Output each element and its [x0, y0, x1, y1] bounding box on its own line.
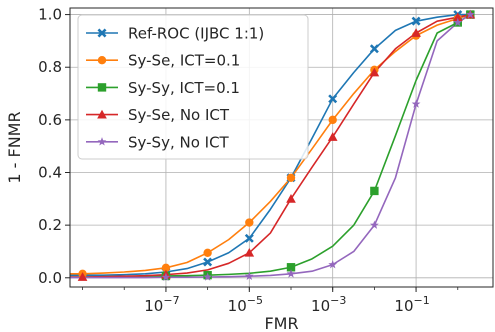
data-point: [286, 193, 296, 203]
data-point: [286, 269, 296, 278]
y-tick-label: 0.8: [38, 58, 62, 76]
legend-entry: Ref-ROC (IJBC 1:1): [86, 25, 264, 43]
y-tick-label: 0.4: [38, 164, 62, 182]
x-axis-title: FMR: [264, 314, 298, 332]
legend-label: Sy-Se, No ICT: [128, 106, 230, 124]
y-tick-label: 1.0: [38, 6, 62, 24]
legend-entry: Sy-Se, No ICT: [86, 106, 230, 124]
data-point: [369, 67, 380, 77]
data-point: [465, 9, 475, 19]
data-point: [77, 272, 88, 281]
data-point: [244, 247, 255, 257]
x-tick-label: 10−1: [394, 294, 429, 315]
y-axis-title: 1 - FNMR: [5, 111, 24, 183]
data-point: [327, 132, 338, 141]
data-point: [411, 16, 421, 26]
series-line: [70, 13, 471, 276]
data-point: [286, 263, 296, 272]
data-point: [203, 248, 212, 257]
series-line: [70, 13, 471, 275]
legend-label: Sy-Sy, No ICT: [128, 133, 230, 151]
legend-box: [77, 14, 309, 160]
data-point: [328, 94, 338, 104]
y-tick-label: 0.2: [38, 216, 62, 234]
series-line: [70, 13, 471, 278]
legend-label: Ref-ROC (IJBC 1:1): [128, 25, 264, 43]
data-point: [245, 218, 254, 227]
data-point: [411, 99, 421, 108]
legend-swatch-marker: [97, 83, 107, 92]
legend-entry: Sy-Sy, No ICT: [86, 133, 230, 151]
data-point: [244, 271, 254, 280]
x-tick-label: 10−3: [311, 294, 346, 315]
legend-label: Sy-Sy, ICT=0.1: [128, 79, 240, 97]
legend-swatch-marker: [97, 109, 107, 119]
series-line: [70, 13, 471, 279]
x-tick-label: 10−7: [144, 294, 179, 315]
data-point: [370, 186, 379, 196]
data-point: [161, 263, 171, 272]
data-point: [452, 12, 463, 22]
data-point: [244, 233, 254, 243]
x-tick-label: 10−5: [228, 294, 263, 315]
data-point: [161, 272, 171, 281]
legend-entry: Sy-Sy, ICT=0.1: [86, 79, 240, 97]
data-point: [286, 173, 296, 182]
axis-ticks: 0.0 0.2 0.4 0.6 0.8 1.0 10−7 10−5 10−3 10−1: [38, 6, 459, 315]
legend-swatch-marker: [97, 28, 107, 38]
y-tick-label: 0.0: [38, 269, 62, 287]
data-point: [369, 44, 379, 54]
series-markers: [77, 9, 476, 281]
legend-entry: Sy-Se, ICT=0.1: [86, 52, 240, 70]
series-lines: [70, 13, 471, 279]
y-tick-label: 0.6: [38, 111, 62, 129]
legend-swatch-marker: [97, 137, 107, 146]
data-point: [203, 257, 213, 267]
data-point: [203, 272, 213, 281]
data-point: [328, 115, 337, 125]
legend: Ref-ROC (IJBC 1:1) Sy-Se, ICT=0.1 Sy-Sy, I…: [77, 14, 309, 160]
legend-label: Sy-Se, ICT=0.1: [128, 52, 240, 70]
legend-swatch-marker: [97, 56, 107, 65]
data-point: [453, 17, 463, 27]
plot-frame: [69, 7, 494, 288]
data-point: [369, 220, 379, 229]
data-point: [411, 28, 421, 37]
data-point: [328, 260, 338, 269]
